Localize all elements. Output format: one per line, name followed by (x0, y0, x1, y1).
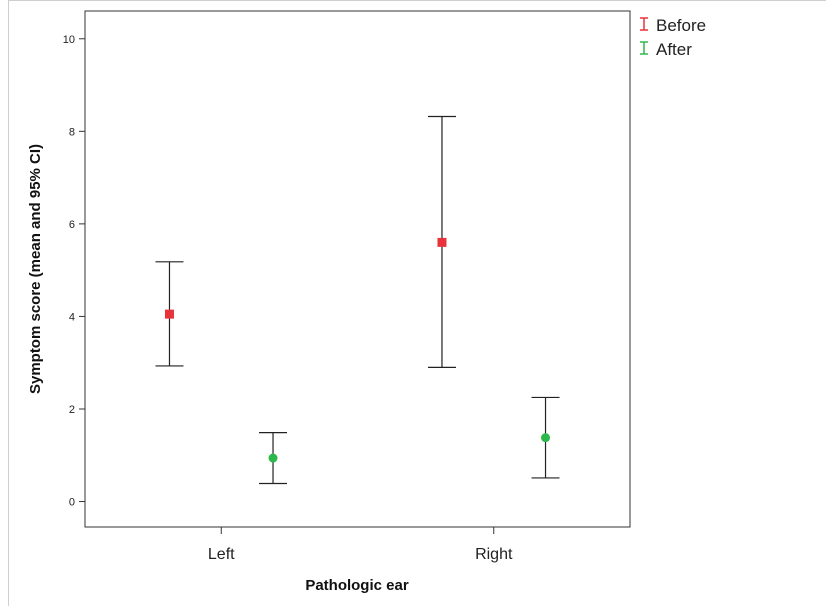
errorbar-after-left (259, 431, 288, 485)
legend-item-after: After (640, 40, 692, 59)
y-axis-title: Symptom score (mean and 95% CI) (27, 144, 44, 394)
legend-errorbar-icon (640, 41, 648, 55)
mean-marker-square (164, 309, 174, 319)
mean-marker-circle (541, 433, 551, 443)
y-tick-label: 4 (69, 311, 75, 323)
y-tick-label: 8 (69, 126, 75, 138)
mean-marker-circle (268, 453, 278, 463)
y-tick-label: 6 (69, 219, 75, 231)
errorbar-before-right (427, 115, 456, 368)
errorbar-after-right (531, 396, 560, 479)
x-tick-label-left: Left (208, 546, 235, 563)
chart-marks (155, 115, 560, 485)
plot-area (84, 10, 631, 528)
y-tick-label: 10 (63, 34, 75, 46)
chart-frame (8, 0, 826, 606)
x-tick-label-right: Right (475, 546, 513, 563)
errorbar-before-left (155, 261, 184, 367)
y-tick-label: 2 (69, 404, 75, 416)
legend-label: After (656, 40, 692, 59)
legend-label: Before (656, 16, 706, 35)
y-axis: 0 2 4 6 8 10 (63, 34, 85, 509)
legend-item-before: Before (640, 16, 706, 35)
legend: Before After (640, 16, 706, 59)
x-axis: Left Right (208, 527, 513, 563)
legend-errorbar-icon (640, 17, 648, 31)
mean-marker-square (437, 237, 447, 247)
x-axis-title: Pathologic ear (305, 577, 409, 594)
y-tick-label: 0 (69, 497, 75, 509)
